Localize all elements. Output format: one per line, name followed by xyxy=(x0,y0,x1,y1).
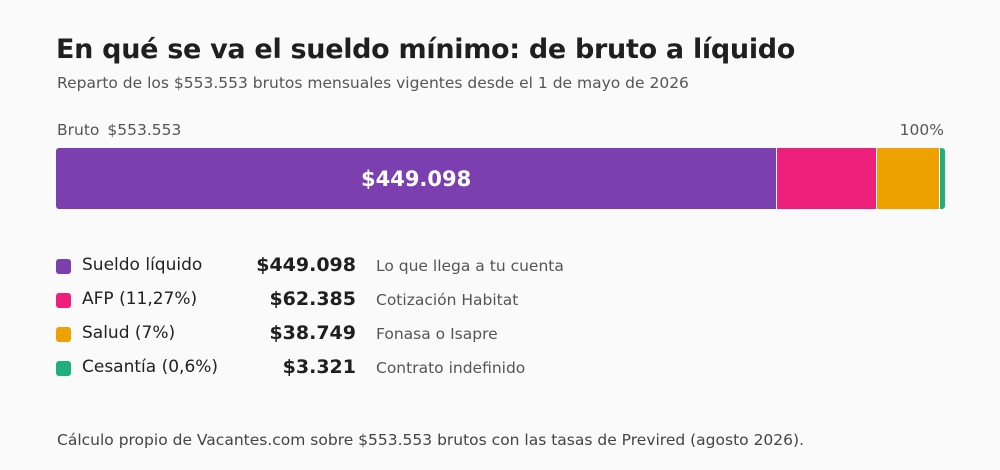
bar-segment-afp-11-27 xyxy=(777,148,878,209)
legend-swatch xyxy=(56,293,71,308)
bar-total-value: $553.553 xyxy=(107,121,182,139)
legend-label: Sueldo líquido xyxy=(82,255,203,275)
bar-total-label: Bruto $553.553 xyxy=(57,121,181,139)
legend-note: Contrato indefinido xyxy=(376,359,526,377)
legend-row-cesantia-0-6: Cesantía (0,6%) $3.321 Contrato indefinido xyxy=(56,355,656,381)
bar-segment-value-label: $449.098 xyxy=(360,166,472,191)
source-note: Cálculo propio de Vacantes.com sobre $55… xyxy=(57,431,804,449)
bar-segment-cesantia-0-6 xyxy=(939,148,945,209)
chart-subtitle: Reparto de los $553.553 brutos mensuales… xyxy=(57,74,689,92)
legend-row-afp-11-27: AFP (11,27%) $62.385 Cotización Habitat xyxy=(56,287,656,313)
legend-note: Fonasa o Isapre xyxy=(376,325,498,343)
legend-amount: $38.749 xyxy=(269,322,356,344)
bar-segment-sueldo-liquido: $449.098 xyxy=(56,148,778,209)
bar-segment-salud-7 xyxy=(877,148,940,209)
bar-percent-label: 100% xyxy=(899,121,944,139)
legend-swatch xyxy=(56,361,71,376)
legend-note: Lo que llega a tu cuenta xyxy=(376,257,564,275)
bar-total-caption: Bruto xyxy=(57,121,100,139)
legend-note: Cotización Habitat xyxy=(376,291,519,309)
legend-amount: $449.098 xyxy=(256,254,356,276)
chart-title: En qué se va el sueldo mínimo: de bruto … xyxy=(56,34,796,65)
legend-swatch xyxy=(56,259,71,274)
legend-label: Cesantía (0,6%) xyxy=(82,357,219,377)
legend-row-sueldo-liquido: Sueldo líquido $449.098 Lo que llega a tu … xyxy=(56,253,656,279)
legend-label: Salud (7%) xyxy=(82,323,176,343)
legend-label: AFP (11,27%) xyxy=(82,289,198,309)
legend-amount: $3.321 xyxy=(282,356,356,378)
legend-swatch xyxy=(56,327,71,342)
legend-amount: $62.385 xyxy=(269,288,356,310)
stacked-bar: $449.098 xyxy=(56,148,945,209)
legend-row-salud-7: Salud (7%) $38.749 Fonasa o Isapre xyxy=(56,321,656,347)
